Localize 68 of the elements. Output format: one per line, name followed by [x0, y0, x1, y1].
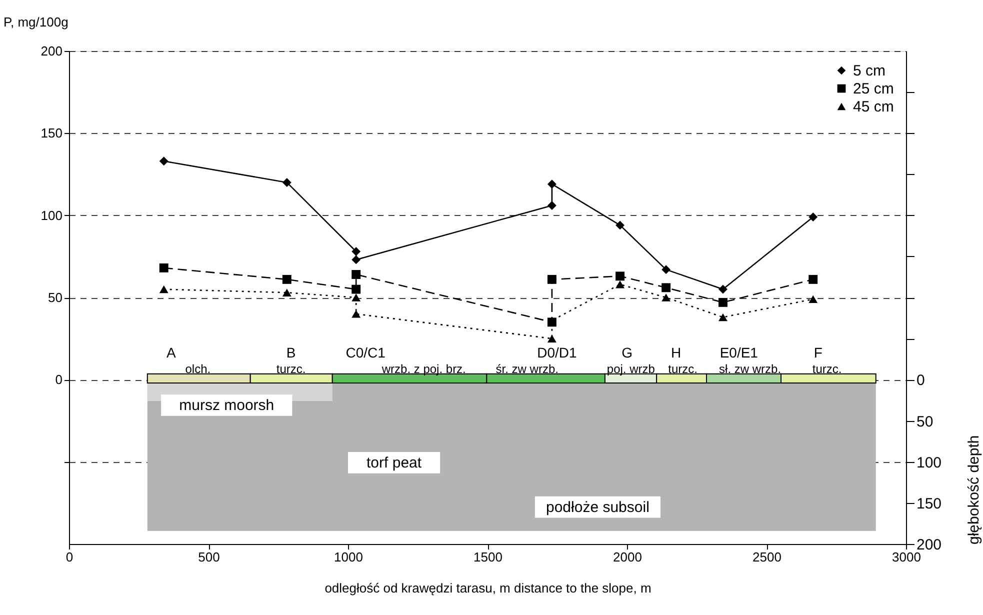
point: [547, 201, 556, 210]
point: [718, 313, 728, 322]
legend-label: 45 cm: [853, 98, 894, 116]
annotation: C0/C1: [346, 344, 386, 360]
point: [352, 247, 361, 256]
point: [282, 288, 292, 296]
x-tick-label: 500: [198, 550, 220, 564]
annotation: wrzb. z poj. brz.: [380, 362, 466, 376]
y-tick-label: 100: [40, 208, 62, 223]
annotation: olch.: [185, 362, 211, 376]
annotation: A: [166, 344, 176, 360]
x-tick-label: 0: [66, 550, 74, 564]
point: [808, 295, 818, 304]
point: [808, 274, 818, 284]
point: [352, 255, 361, 264]
x-tick-label: 2500: [752, 550, 782, 564]
annotation: G: [622, 344, 632, 360]
point: [159, 263, 168, 272]
y2-tick-label: 50: [916, 413, 934, 430]
point: [662, 294, 671, 302]
annotation: śr. zw wrzb.: [496, 362, 558, 376]
point: [159, 285, 168, 294]
legend-label: 5 cm: [853, 62, 886, 80]
annotation: turzc.: [668, 362, 698, 376]
annotation: torf peat: [366, 454, 422, 472]
y-tick-label: 0: [55, 372, 62, 388]
point: [159, 156, 168, 166]
point: [547, 334, 556, 342]
x-axis-title: odległość od krawędzi tarasu, m distance to the slope, m: [324, 580, 652, 596]
annotation: turzc.: [812, 362, 842, 376]
point: [616, 272, 624, 281]
point: [547, 274, 556, 284]
point: [808, 212, 818, 222]
point: [352, 294, 361, 302]
point: [718, 298, 728, 307]
y2-axis-title: głębokość depth: [966, 435, 983, 544]
annotation: podłoże subsoil: [546, 499, 650, 516]
point: [547, 180, 556, 189]
annotation: mursz moorsh: [179, 397, 274, 414]
y-axis-title: P, mg/100g: [4, 14, 68, 30]
y-tick-label: 50: [48, 290, 62, 305]
point: [282, 274, 292, 284]
annotation: sł. zw wrzb.: [719, 362, 782, 376]
annotation: turzc.: [276, 362, 306, 376]
annotation: B: [286, 344, 296, 360]
annotation: poj. wrzb: [606, 362, 656, 376]
y2-tick-label: 0: [916, 372, 925, 390]
x-tick-label: 1500: [474, 550, 502, 564]
point: [352, 284, 361, 294]
point: [718, 284, 728, 294]
y2-tick-label: 150: [916, 495, 942, 512]
annotation: D0/D1: [537, 344, 578, 360]
point: [352, 310, 361, 318]
annotation: E0/E1: [720, 344, 758, 360]
legend-label: 25 cm: [853, 80, 894, 98]
point: [662, 265, 671, 274]
y-tick-label: 200: [40, 44, 62, 58]
point: [282, 178, 292, 187]
point: [662, 283, 671, 292]
point: [616, 220, 624, 230]
point: [616, 280, 624, 288]
point: [352, 270, 361, 279]
y-tick-label: 150: [40, 126, 62, 141]
x-tick-label: 1000: [334, 550, 363, 564]
x-tick-label: 2000: [613, 550, 642, 564]
annotation: H: [671, 344, 682, 360]
annotation: F: [814, 344, 822, 360]
y2-tick-label: 100: [916, 454, 942, 472]
